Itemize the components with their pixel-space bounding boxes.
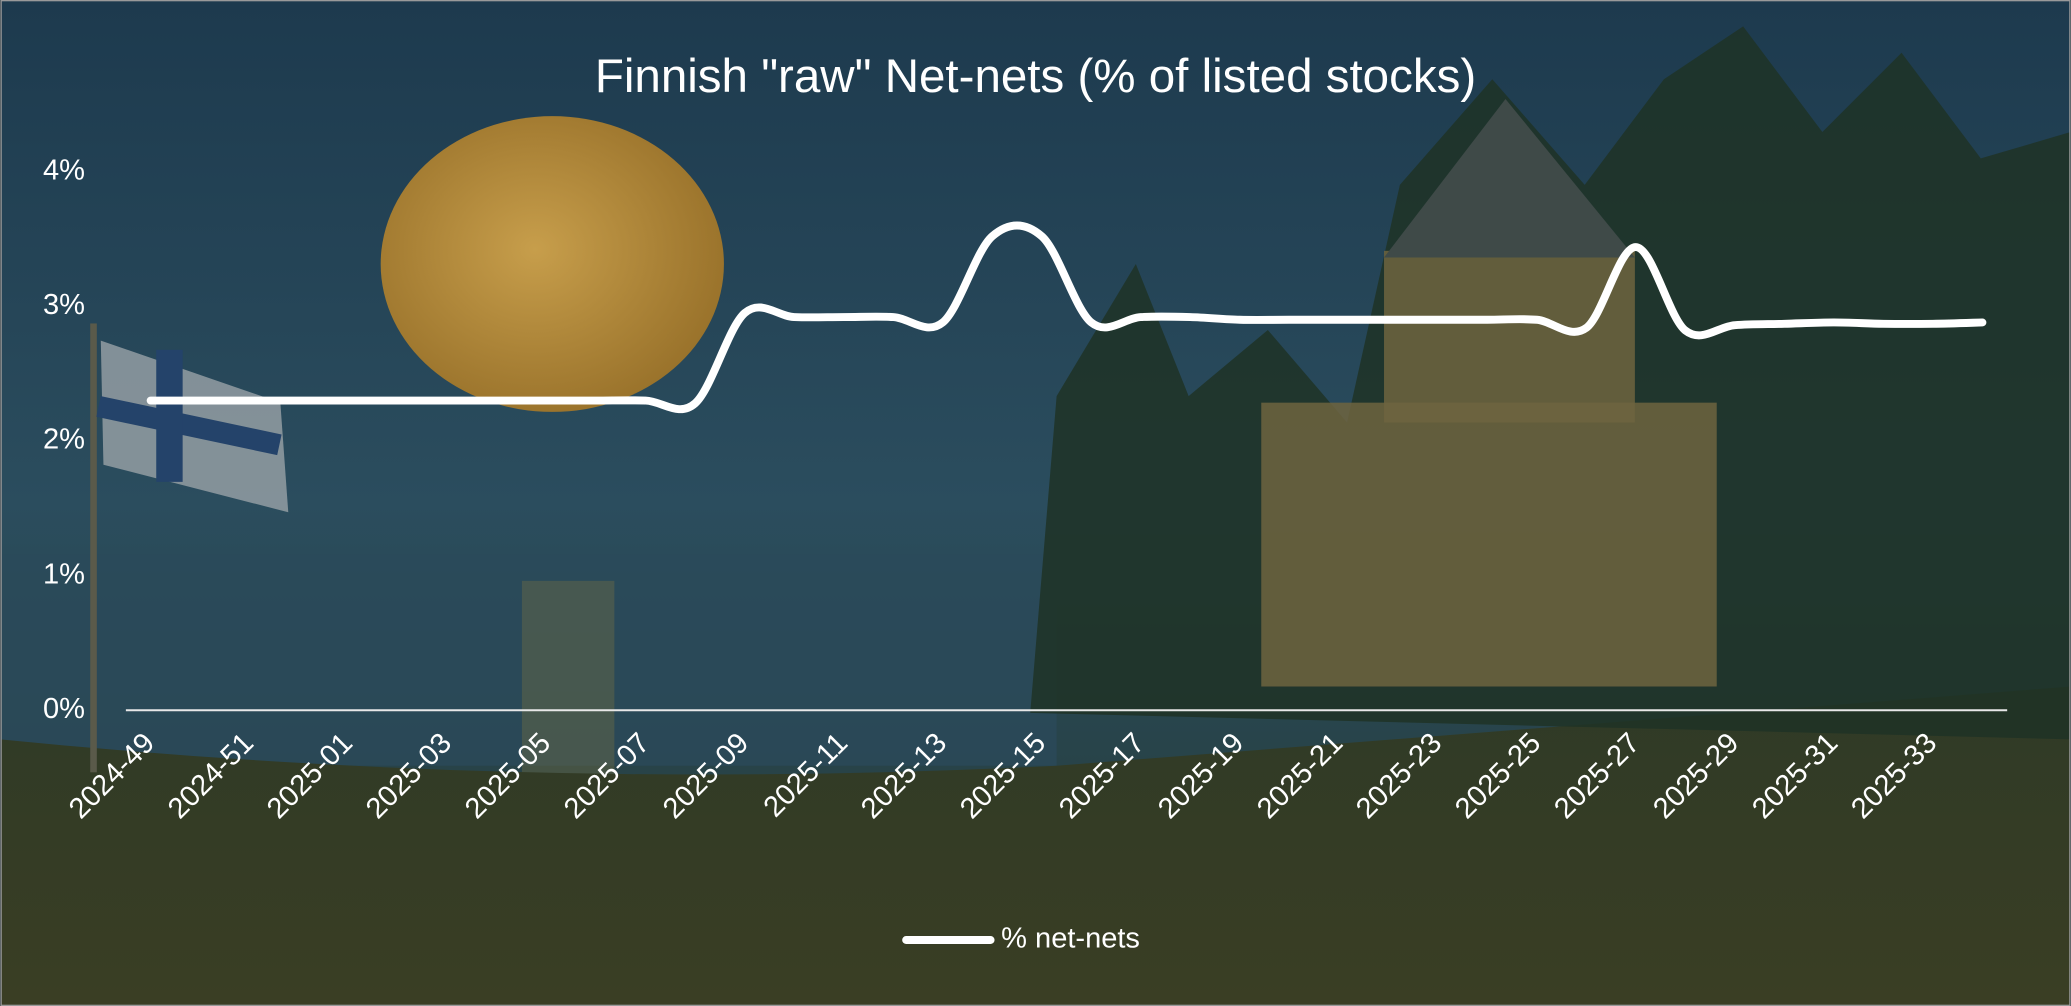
y-tick-label: 2% bbox=[43, 424, 85, 456]
y-tick-label: 3% bbox=[43, 289, 85, 321]
legend: % net-nets bbox=[902, 923, 1140, 955]
y-tick-label: 0% bbox=[43, 693, 85, 725]
series-line bbox=[146, 221, 1987, 414]
y-tick-label: 4% bbox=[43, 154, 85, 186]
y-tick-label: 1% bbox=[43, 558, 85, 590]
chart-title: Finnish "raw" Net-nets (% of listed stoc… bbox=[595, 50, 1476, 103]
legend-label: % net-nets bbox=[1001, 923, 1140, 955]
